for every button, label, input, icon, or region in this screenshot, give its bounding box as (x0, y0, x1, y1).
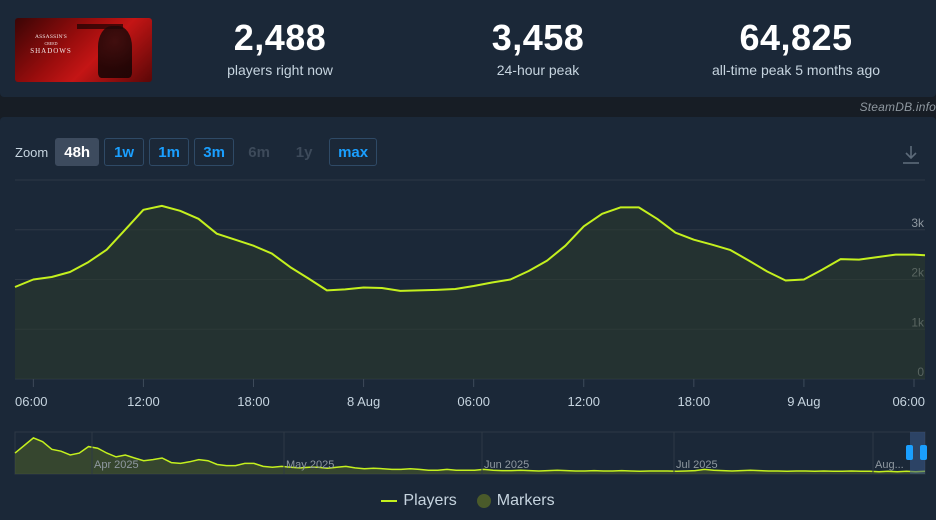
download-icon[interactable] (901, 144, 921, 166)
x-axis-labels: 06:00 12:00 18:00 8 Aug 06:00 12:00 18:00 9 Aug… (15, 379, 925, 409)
legend-markers-label: Markers (496, 492, 555, 509)
zoom-1y-button: 1y (295, 143, 313, 161)
zoom-3m-button[interactable]: 3m (194, 138, 235, 166)
torii-gate-graphic (77, 24, 123, 29)
navigator-date-label: Jul 2025 (676, 459, 718, 471)
logo-line-3: SHADOWS (30, 46, 72, 55)
navigator-line (14, 437, 926, 473)
chart-legend: Players Markers (0, 492, 936, 510)
navigator-date-label: Aug... (875, 459, 904, 471)
game-logo: ASSASSIN'S CREED SHADOWS (21, 34, 81, 55)
stat-value: 3,458 (491, 17, 585, 58)
navigator-date-label: Apr 2025 (94, 459, 139, 471)
players-line (14, 204, 926, 292)
x-tick-label: 8 Aug (347, 394, 380, 409)
x-tick-label: 06:00 (15, 394, 48, 409)
stat-label: 24-hour peak (496, 62, 580, 78)
zoom-1m-button[interactable]: 1m (149, 138, 190, 166)
stat-all-time-peak: 64,825 all-time peak 5 months ago (680, 18, 912, 79)
x-tick-label: 18:00 (678, 394, 711, 409)
stat-label: all-time peak 5 months ago (711, 62, 881, 78)
steamdb-credit[interactable]: SteamDB.info (859, 100, 936, 114)
logo-line-1: ASSASSIN'S (34, 34, 68, 40)
logo-line-2: CREED (44, 40, 58, 46)
legend-players-label: Players (403, 492, 457, 509)
zoom-max-button[interactable]: max (329, 138, 378, 166)
x-tick-label: 06:00 (457, 394, 490, 409)
x-tick-label: 12:00 (127, 394, 160, 409)
zoom-6m-button: 6m (248, 143, 270, 161)
stat-current-players: 2,488 players right now (190, 18, 370, 79)
zoom-48h-button[interactable]: 48h (55, 138, 100, 166)
stat-value: 64,825 (739, 17, 853, 58)
navigator-date-label: Jun 2025 (484, 459, 529, 471)
y-tick-label: 3k (911, 216, 925, 230)
players-area (15, 205, 925, 379)
game-header-image[interactable]: ASSASSIN'S CREED SHADOWS (15, 18, 152, 82)
navigator-chart[interactable]: Apr 2025 May 2025 Jun 2025 Jul 2025 Aug... (0, 0, 936, 480)
navigator-date-label: May 2025 (286, 459, 334, 471)
zoom-label: Zoom (15, 144, 49, 160)
character-silhouette (98, 26, 132, 78)
navigator-area (15, 437, 925, 474)
stats-bar: ASSASSIN'S CREED SHADOWS 2,488 players r… (0, 0, 936, 97)
x-tick-label: 9 Aug (787, 394, 820, 409)
legend-markers[interactable]: Markers (476, 492, 555, 510)
x-tick-label: 18:00 (237, 394, 270, 409)
markers-legend-dot (476, 494, 491, 508)
stat-value: 2,488 (233, 17, 327, 58)
navigator-selection (910, 432, 925, 474)
players-legend-line (381, 500, 398, 502)
zoom-1w-button[interactable]: 1w (104, 138, 145, 166)
navigator-range-handle[interactable] (906, 432, 927, 474)
navigator-handle-left (906, 445, 913, 460)
x-tick-label: 06:00 (892, 394, 925, 409)
navigator-handle-right (920, 445, 927, 460)
stat-24h-peak: 3,458 24-hour peak (448, 18, 628, 79)
stat-label: players right now (227, 62, 333, 78)
zoom-controls: Zoom 48h 1w 1m 3m 6m 1y max (15, 138, 382, 166)
legend-players[interactable]: Players (381, 492, 457, 510)
x-tick-label: 12:00 (567, 394, 600, 409)
navigator-labels: Apr 2025 May 2025 Jun 2025 Jul 2025 Aug... (91, 432, 904, 474)
